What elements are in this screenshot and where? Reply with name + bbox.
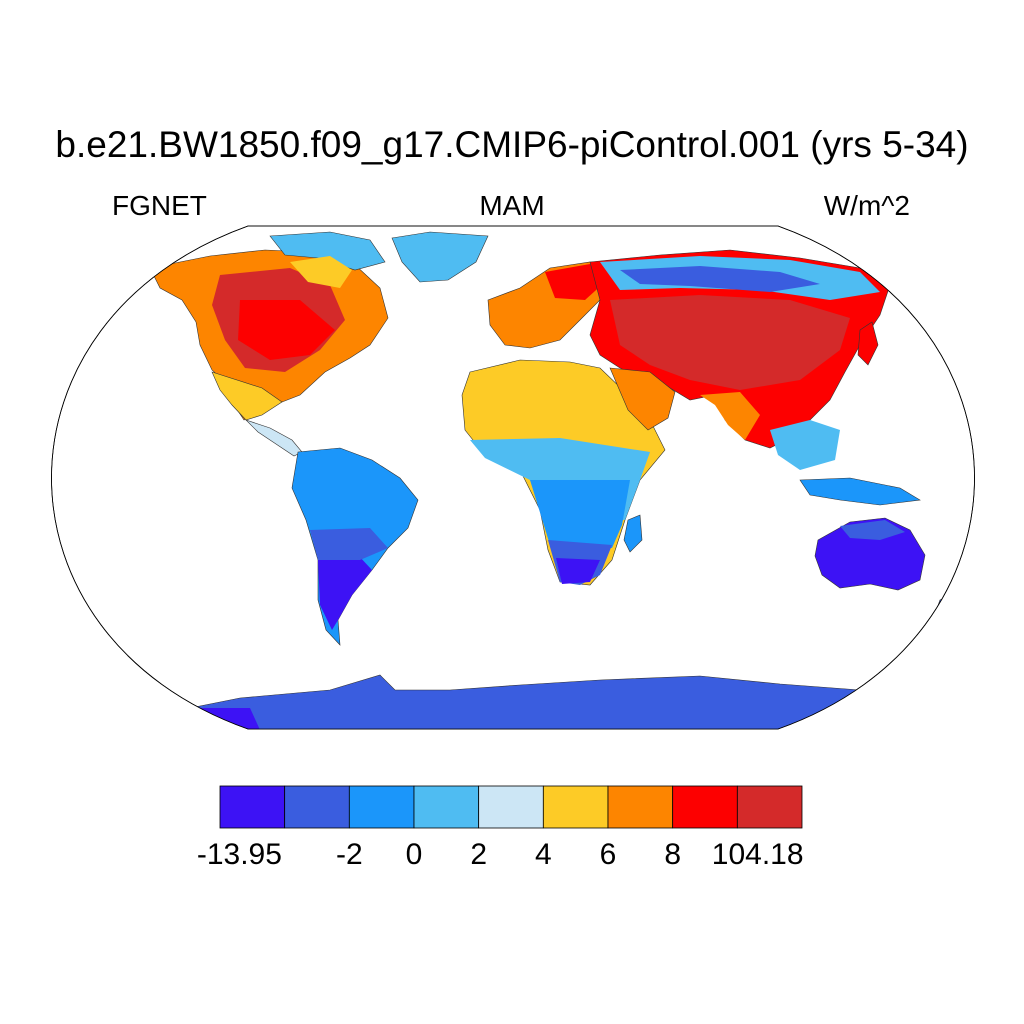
plot-title: b.e21.BW1850.f09_g17.CMIP6-piControl.001…: [55, 124, 969, 165]
siberia-band: [620, 266, 820, 292]
africa-cape: [556, 558, 600, 584]
colorbar-swatch: [672, 785, 738, 829]
indonesia: [799, 477, 921, 506]
colorbar-tick-label: 104.18: [712, 838, 804, 871]
asia-interior: [610, 295, 850, 390]
australia: [814, 517, 926, 591]
colorbar-tick-label: -2: [336, 838, 363, 871]
colorbar-swatch: [219, 785, 286, 829]
colorbar-swatch: [607, 785, 674, 829]
variable-label: FGNET: [112, 190, 207, 221]
colorbar-tick-label: 6: [600, 838, 617, 871]
africa-central: [530, 480, 630, 548]
colorbar-swatch: [413, 785, 480, 829]
japan: [857, 321, 879, 366]
canadian-arctic: [269, 231, 386, 271]
colorbar-tick-label: -13.95: [197, 838, 282, 871]
greenland: [391, 231, 489, 283]
australia-north: [840, 520, 905, 540]
antarctica: [179, 674, 901, 729]
units-label: W/m^2: [823, 190, 910, 221]
india: [700, 392, 760, 440]
madagascar: [623, 514, 643, 553]
colorbar-swatch: [348, 785, 415, 829]
colorbar-tick-label: 8: [664, 838, 681, 871]
hudson-area: [290, 256, 352, 288]
colorbar-tick-label: 2: [470, 838, 487, 871]
europe-north: [545, 264, 605, 300]
colorbar-swatch: [284, 785, 350, 829]
southeast-asia: [770, 420, 840, 470]
colorbar-tick-label: 4: [535, 838, 552, 871]
arabia: [609, 367, 676, 431]
mexico-band: [211, 371, 283, 421]
colorbar-tick-label: 0: [406, 838, 423, 871]
colorbar-swatch: [542, 785, 609, 829]
colorbar-swatch: [736, 785, 803, 829]
south-america-mid: [310, 528, 388, 560]
north-america-east: [238, 300, 335, 360]
south-america-south: [318, 555, 372, 630]
season-label: MAM: [479, 190, 545, 221]
colorbar-swatch: [478, 785, 544, 829]
